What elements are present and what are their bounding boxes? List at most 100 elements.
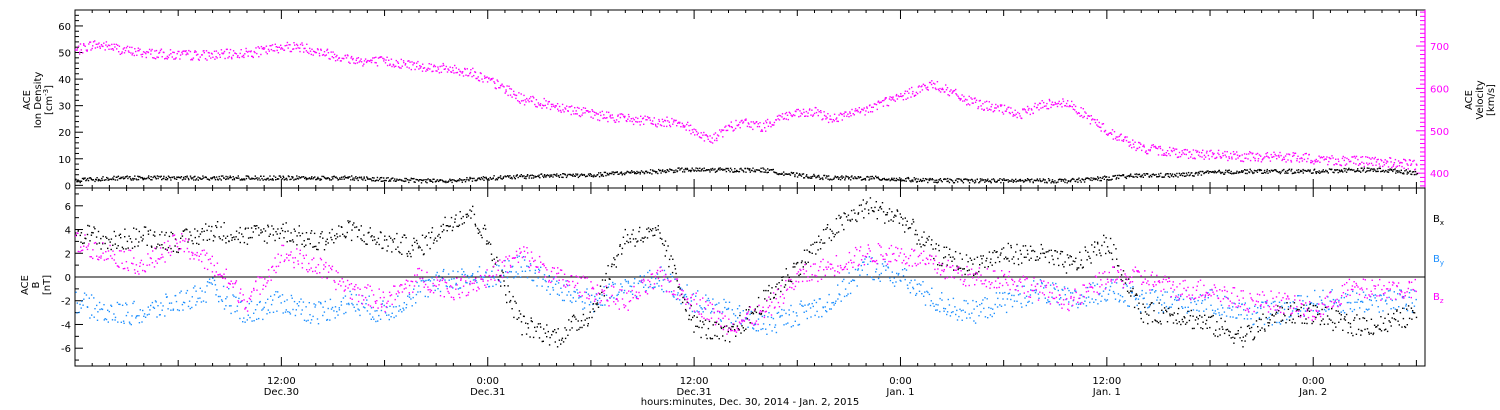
velocity-point xyxy=(750,126,752,128)
velocity-point xyxy=(784,113,787,115)
density-point xyxy=(523,177,526,179)
by-point xyxy=(571,301,573,304)
by-point xyxy=(891,271,893,273)
velocity-point xyxy=(630,118,632,120)
density-point xyxy=(293,179,295,181)
by-point xyxy=(1408,296,1410,298)
bx-point xyxy=(100,237,102,240)
velocity-point xyxy=(730,126,733,128)
velocity-point xyxy=(1116,139,1118,141)
by-point xyxy=(1097,303,1099,305)
velocity-point xyxy=(460,71,462,73)
velocity-tick-label: 400 xyxy=(1430,169,1449,180)
velocity-point xyxy=(418,68,420,70)
by-point xyxy=(598,297,601,299)
by-point xyxy=(660,266,662,268)
by-point xyxy=(267,309,269,311)
density-point xyxy=(814,175,816,177)
velocity-point xyxy=(98,42,100,44)
by-point xyxy=(558,294,560,296)
bx-point xyxy=(110,238,113,240)
density-point xyxy=(1366,170,1368,172)
velocity-point xyxy=(1108,132,1111,134)
by-point xyxy=(1227,307,1229,309)
density-point xyxy=(1069,180,1072,183)
density-point xyxy=(169,177,172,179)
density-point xyxy=(420,182,423,184)
density-point xyxy=(428,179,431,181)
density-point xyxy=(1355,170,1358,172)
by-point xyxy=(157,305,159,307)
density-point xyxy=(608,172,611,175)
density-point xyxy=(1053,182,1055,184)
density-point xyxy=(611,173,613,175)
by-point xyxy=(389,305,391,307)
by-point xyxy=(114,316,117,319)
density-point xyxy=(725,167,727,170)
velocity-point xyxy=(1224,154,1226,156)
velocity-point xyxy=(1006,108,1008,110)
by-point xyxy=(1128,305,1130,307)
bx-point xyxy=(108,238,110,241)
by-point xyxy=(324,300,326,303)
density-point xyxy=(606,172,608,175)
velocity-point xyxy=(231,58,233,60)
by-point xyxy=(624,279,626,281)
by-point xyxy=(455,284,457,286)
density-point xyxy=(321,175,323,178)
bx-point xyxy=(205,223,207,225)
by-point xyxy=(974,322,977,324)
density-point xyxy=(207,178,209,180)
velocity-point xyxy=(210,57,212,59)
density-point xyxy=(311,176,313,178)
velocity-point xyxy=(1375,161,1378,163)
density-point xyxy=(1411,171,1414,173)
density-point xyxy=(898,177,901,179)
by-point xyxy=(967,302,969,305)
density-point xyxy=(469,176,471,179)
density-point xyxy=(177,176,180,178)
velocity-point xyxy=(86,50,88,52)
density-point xyxy=(451,181,453,184)
density-point xyxy=(1015,178,1017,180)
velocity-point xyxy=(849,112,851,115)
by-point xyxy=(924,304,927,306)
velocity-point xyxy=(304,47,306,50)
density-point xyxy=(214,179,217,181)
density-point xyxy=(1183,172,1185,175)
bx-point xyxy=(96,243,98,245)
bx-point xyxy=(92,232,94,234)
density-point xyxy=(1214,171,1217,173)
density-point xyxy=(95,178,97,181)
velocity-point xyxy=(228,52,231,54)
velocity-point xyxy=(484,77,486,79)
velocity-point xyxy=(745,118,747,120)
by-point xyxy=(437,288,439,290)
by-point xyxy=(840,300,842,302)
density-point xyxy=(397,179,399,181)
velocity-point xyxy=(557,108,559,110)
density-point xyxy=(761,171,763,173)
density-point xyxy=(388,180,390,182)
velocity-point xyxy=(415,62,418,64)
velocity-point xyxy=(686,123,688,126)
density-point xyxy=(921,180,923,183)
density-point xyxy=(528,175,531,177)
density-point xyxy=(929,177,931,180)
by-point xyxy=(887,266,889,268)
by-point xyxy=(1405,305,1407,307)
velocity-point xyxy=(343,57,345,60)
velocity-point xyxy=(801,113,803,115)
density-point xyxy=(729,171,731,173)
by-point xyxy=(753,323,756,325)
density-point xyxy=(988,180,990,183)
density-point xyxy=(218,175,220,178)
density-point xyxy=(902,179,904,181)
density-point xyxy=(1309,170,1311,173)
velocity-point xyxy=(813,112,816,115)
velocity-point xyxy=(791,115,794,117)
by-point xyxy=(824,306,826,308)
density-point xyxy=(1323,171,1325,173)
by-point xyxy=(796,315,798,317)
velocity-point xyxy=(619,113,621,115)
